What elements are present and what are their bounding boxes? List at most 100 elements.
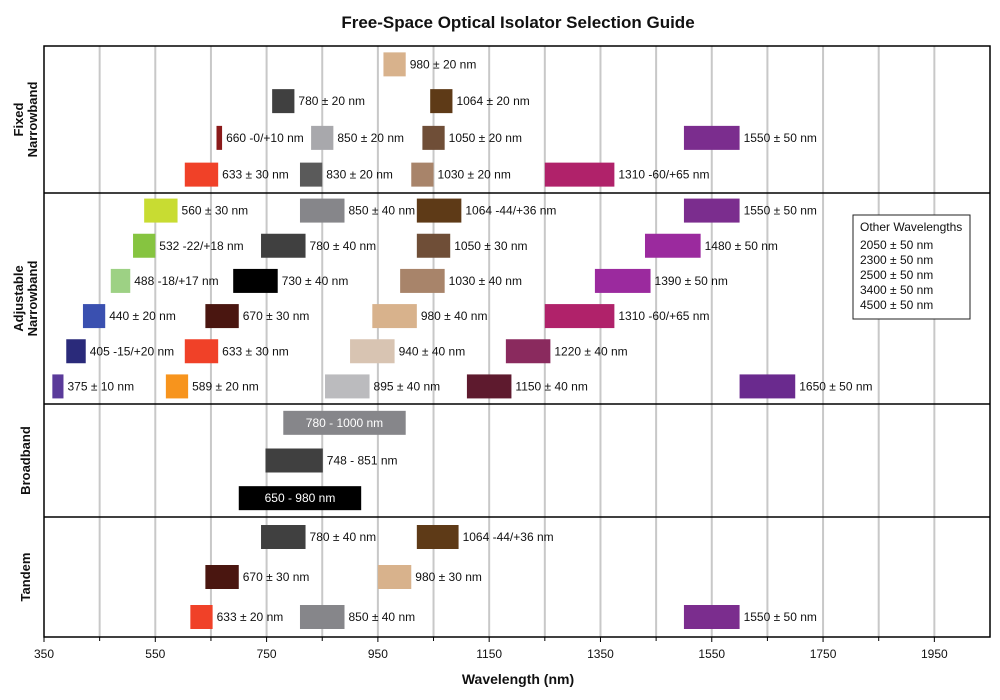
x-tick-label: 750 — [257, 647, 277, 661]
bar — [133, 233, 156, 258]
other-wavelengths-frame — [852, 214, 971, 320]
bar — [372, 304, 417, 329]
bar — [272, 89, 295, 114]
bar — [325, 374, 370, 399]
bar — [205, 304, 239, 329]
group-label-0: Fixed Narrowband — [11, 82, 40, 158]
bar-label: 532 -22/+18 nm — [159, 239, 243, 253]
bar — [110, 268, 131, 293]
bar — [411, 162, 434, 187]
bar — [82, 304, 106, 329]
bar — [383, 52, 406, 77]
bar — [350, 339, 395, 364]
bar-label: 660 -0/+10 nm — [226, 131, 304, 145]
bar-label: 488 -18/+17 nm — [134, 274, 218, 288]
bar — [683, 605, 740, 629]
bar-label: 670 ± 30 nm — [243, 570, 310, 584]
other-wavelength-item: 2050 ± 50 nm — [860, 238, 933, 252]
bar-label: 1150 ± 40 nm — [515, 379, 587, 393]
other-wavelength-item: 2500 ± 50 nm — [860, 268, 933, 282]
group-label-line: Narrowband — [25, 82, 40, 158]
bar-label: 633 ± 20 nm — [217, 610, 284, 624]
bar — [400, 268, 445, 293]
x-tick-label: 1350 — [587, 647, 614, 661]
bar — [238, 486, 362, 511]
bar-label: 1550 ± 50 nm — [744, 610, 817, 624]
bar-label: 650 - 980 nm — [265, 491, 336, 505]
bar — [311, 125, 334, 150]
bar-label: 980 ± 30 nm — [415, 570, 482, 584]
group-label-1: Adjustable Narrowband — [11, 261, 40, 337]
x-tick-label: 950 — [368, 647, 388, 661]
bar — [594, 268, 651, 293]
bar-label: 1550 ± 50 nm — [744, 204, 817, 218]
bar — [165, 374, 189, 399]
x-axis: 350 550 750 950 1150 1350 1550 1750 1950 — [34, 637, 948, 661]
bar — [505, 339, 551, 364]
bar-label: 1310 -60/+65 nm — [618, 309, 709, 323]
bar-label: 1064 -44/+36 nm — [463, 530, 554, 544]
bar — [216, 125, 223, 150]
bar — [644, 233, 701, 258]
bar — [66, 339, 86, 364]
bar — [190, 605, 213, 629]
bar — [416, 233, 451, 258]
chart-title: Free-Space Optical Isolator Selection Gu… — [341, 13, 694, 32]
bar — [184, 162, 219, 187]
group-label-line: Tandem — [18, 553, 33, 602]
bar — [261, 525, 306, 549]
bar — [299, 198, 345, 223]
bar-label: 633 ± 30 nm — [222, 344, 289, 358]
bar — [422, 125, 445, 150]
bar-label: 850 ± 20 nm — [337, 131, 404, 145]
x-tick-label: 1550 — [698, 647, 725, 661]
bar — [683, 125, 740, 150]
plot-border — [43, 45, 991, 638]
bar-label: 1650 ± 50 nm — [799, 379, 872, 393]
bar — [144, 198, 178, 223]
bar-layer: 980 ± 20 nm 780 ± 20 nm 1064 ± 20 nm 660 -0… — [52, 52, 873, 629]
x-tick-label: 1950 — [921, 647, 948, 661]
bar — [683, 198, 740, 223]
bar-label: 375 ± 10 nm — [67, 379, 134, 393]
group-label-line: Fixed — [11, 102, 26, 136]
bar-label: 940 ± 40 nm — [399, 344, 466, 358]
bar — [377, 565, 412, 589]
bar-label: 589 ± 20 nm — [192, 379, 259, 393]
x-tick-label: 550 — [145, 647, 165, 661]
bar-label: 440 ± 20 nm — [109, 309, 176, 323]
bar — [261, 233, 306, 258]
bar — [299, 162, 323, 187]
bar — [544, 162, 615, 187]
bar-label: 895 ± 40 nm — [374, 379, 441, 393]
other-wavelengths-title: Other Wavelengths — [860, 220, 962, 234]
bar-label: 1030 ± 40 nm — [449, 274, 522, 288]
bar-label: 1050 ± 20 nm — [449, 131, 522, 145]
bar-label: 780 ± 40 nm — [310, 530, 377, 544]
bar-label: 1064 -44/+36 nm — [465, 204, 556, 218]
bar-label: 980 ± 20 nm — [410, 57, 477, 71]
bar — [739, 374, 796, 399]
bar-label: 780 - 1000 nm — [306, 416, 383, 430]
bar — [416, 198, 462, 223]
bar-label: 1390 ± 50 nm — [655, 274, 728, 288]
bar-label: 830 ± 20 nm — [326, 168, 393, 182]
bar — [205, 565, 239, 589]
bar — [265, 448, 323, 473]
plot-frame — [43, 45, 991, 638]
group-label-line: Narrowband — [25, 261, 40, 337]
bar — [184, 339, 219, 364]
bar-label: 1550 ± 50 nm — [744, 131, 817, 145]
group-label-2: Broadband — [18, 426, 33, 495]
other-wavelength-item: 2300 ± 50 nm — [860, 253, 933, 267]
x-tick-label: 1750 — [810, 647, 837, 661]
bar-label: 1030 ± 20 nm — [438, 168, 511, 182]
bar — [466, 374, 512, 399]
group-label-3: Tandem — [18, 553, 33, 602]
bar — [283, 410, 406, 435]
bar-label: 1480 ± 50 nm — [705, 239, 778, 253]
bar-label: 1310 -60/+65 nm — [618, 168, 709, 182]
x-axis-title: Wavelength (nm) — [462, 671, 574, 687]
